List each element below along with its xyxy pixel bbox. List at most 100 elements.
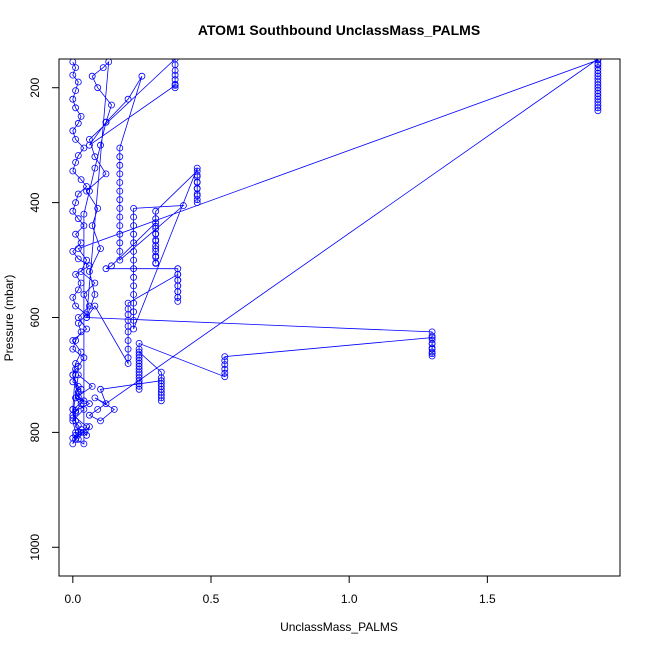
data-point (88, 72, 96, 80)
data-point (77, 428, 85, 436)
data-point (152, 207, 160, 215)
series-line (72, 59, 599, 445)
x-tick-label: 0.5 (203, 592, 220, 606)
data-point (130, 247, 138, 255)
data-point (152, 219, 160, 227)
data-point (83, 325, 90, 333)
data-point (116, 196, 124, 204)
data-point (174, 270, 182, 278)
data-point (130, 265, 138, 273)
data-point (130, 222, 138, 230)
data-point (77, 400, 85, 408)
data-point (124, 345, 132, 353)
data-point (72, 64, 79, 71)
data-point (130, 213, 138, 221)
data-point (130, 239, 138, 247)
data-point (72, 431, 79, 439)
data-point (69, 167, 77, 175)
data-point (152, 215, 160, 223)
data-point (116, 153, 124, 161)
data-point (97, 417, 104, 425)
data-point (74, 245, 82, 253)
data-point (130, 204, 138, 212)
data-point (86, 423, 93, 431)
data-point (77, 176, 85, 184)
data-point (69, 293, 77, 301)
data-point (72, 394, 79, 402)
data-point (428, 336, 436, 344)
data-point (108, 262, 115, 270)
data-point (116, 161, 124, 169)
data-point (91, 153, 99, 161)
data-point (97, 385, 104, 393)
data-point (428, 334, 436, 342)
data-point (74, 371, 82, 379)
data-point (116, 239, 124, 247)
data-point (74, 255, 82, 263)
data-point (124, 337, 132, 344)
data-point (130, 325, 138, 333)
data-point (221, 357, 229, 365)
data-point (116, 256, 124, 264)
data-point (171, 67, 179, 74)
data-point (72, 199, 79, 207)
y-tick-label: 200 (28, 77, 42, 97)
data-point (91, 164, 99, 172)
data-point (69, 71, 77, 79)
data-point (69, 345, 77, 353)
data-point (116, 247, 124, 255)
data-point (97, 141, 104, 149)
data-point (80, 354, 88, 362)
data-point (594, 107, 602, 115)
data-point (102, 170, 110, 178)
data-point (221, 353, 229, 361)
data-point (135, 385, 143, 393)
data-point (77, 426, 85, 433)
data-point (124, 328, 132, 336)
data-point (86, 400, 93, 408)
data-point (130, 291, 138, 298)
x-axis: 0.0 0.5 1.0 1.5 (64, 575, 496, 606)
data-point (193, 171, 201, 179)
data-point (83, 423, 90, 431)
data-point (72, 417, 79, 425)
data-point (179, 202, 187, 209)
data-point (74, 314, 82, 321)
data-point (221, 369, 229, 377)
data-point (72, 230, 79, 238)
data-point (80, 405, 88, 413)
data-point (77, 348, 85, 356)
data-point (80, 222, 88, 230)
data-point (116, 230, 124, 238)
y-tick-label: 400 (28, 192, 42, 212)
data-point (88, 382, 96, 390)
data-point (83, 311, 90, 319)
data-point (428, 350, 436, 358)
data-point (94, 405, 102, 413)
data-point (69, 247, 77, 255)
data-point (102, 400, 110, 408)
plot-area (69, 59, 602, 448)
data-point (97, 245, 104, 253)
data-point (74, 119, 82, 127)
data-point (124, 95, 132, 103)
data-point (594, 64, 602, 71)
data-point (77, 328, 85, 336)
data-point (69, 378, 77, 386)
data-point (72, 337, 79, 344)
data-point (72, 87, 79, 94)
data-point (91, 291, 99, 298)
data-point (83, 314, 90, 321)
data-point (108, 101, 115, 109)
data-point (77, 239, 85, 247)
data-point (80, 291, 88, 298)
data-point (80, 440, 88, 448)
data-point (116, 213, 124, 221)
data-point (69, 371, 77, 379)
y-tick-label: 600 (28, 307, 42, 327)
data-point (72, 428, 79, 436)
data-point (116, 170, 124, 178)
data-point (171, 82, 179, 89)
data-point (193, 167, 201, 175)
data-point (428, 348, 436, 356)
